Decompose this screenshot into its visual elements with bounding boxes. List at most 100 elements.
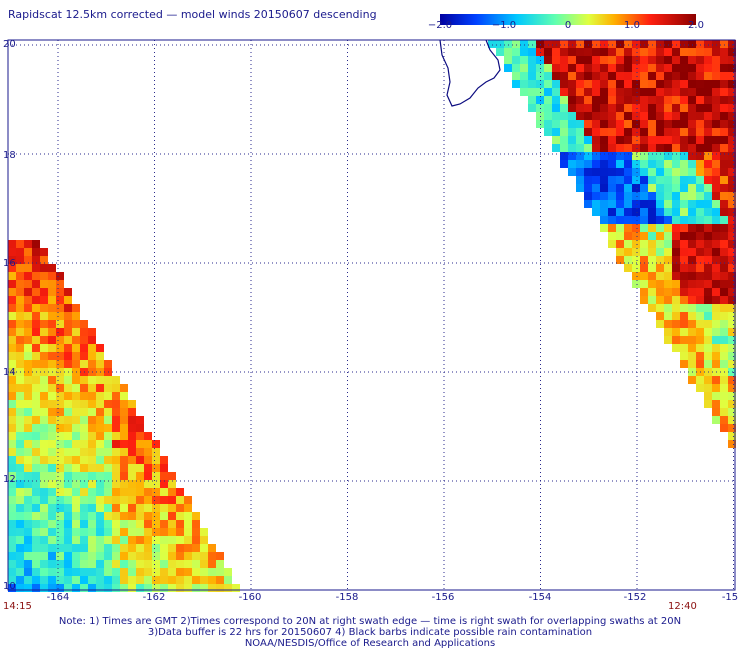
wind-cell-right [720, 400, 728, 408]
wind-cell-right [552, 144, 560, 152]
wind-cell-left [96, 440, 104, 448]
wind-cell-right [704, 200, 712, 208]
wind-cell-right [576, 184, 584, 192]
wind-cell-right [696, 160, 704, 168]
wind-cell-right [712, 232, 720, 240]
wind-cell-right [640, 128, 648, 136]
wind-cell-right [728, 72, 736, 80]
wind-cell-left [96, 544, 104, 552]
wind-cell-left [40, 416, 48, 424]
wind-cell-left [72, 504, 80, 512]
wind-cell-left [72, 312, 80, 320]
wind-cell-right [672, 264, 680, 272]
wind-cell-left [32, 264, 40, 272]
wind-cell-right [696, 104, 704, 112]
wind-cell-right [640, 264, 648, 272]
wind-cell-right [632, 72, 640, 80]
wind-cell-right [712, 112, 720, 120]
wind-cell-left [112, 432, 120, 440]
wind-cell-right [608, 168, 616, 176]
wind-cell-right [528, 40, 536, 48]
wind-cell-right [640, 136, 648, 144]
wind-cell-right [600, 144, 608, 152]
wind-cell-left [72, 448, 80, 456]
wind-cell-left [24, 360, 32, 368]
wind-cell-right [504, 48, 512, 56]
wind-cell-right [600, 80, 608, 88]
wind-cell-left [56, 288, 64, 296]
wind-cell-left [160, 456, 168, 464]
wind-cell-right [704, 144, 712, 152]
wind-cell-right [704, 288, 712, 296]
wind-cell-left [48, 416, 56, 424]
wind-cell-left [32, 288, 40, 296]
wind-cell-left [216, 584, 224, 592]
wind-cell-left [40, 464, 48, 472]
wind-cell-left [32, 432, 40, 440]
wind-cell-left [104, 440, 112, 448]
wind-cell-left [120, 480, 128, 488]
wind-cell-right [728, 240, 736, 248]
wind-cell-right [616, 152, 624, 160]
wind-cell-right [624, 232, 632, 240]
wind-cell-left [40, 344, 48, 352]
wind-cell-right [656, 184, 664, 192]
wind-cell-right [704, 320, 712, 328]
wind-cell-right [584, 152, 592, 160]
wind-cell-left [152, 552, 160, 560]
wind-cell-left [176, 552, 184, 560]
wind-cell-left [80, 352, 88, 360]
wind-cell-left [32, 336, 40, 344]
wind-cell-left [56, 520, 64, 528]
wind-cell-left [152, 472, 160, 480]
wind-cell-left [160, 464, 168, 472]
wind-cell-left [160, 512, 168, 520]
wind-cell-left [88, 360, 96, 368]
wind-cell-left [72, 456, 80, 464]
wind-cell-right [520, 56, 528, 64]
wind-cell-right [640, 120, 648, 128]
wind-cell-right [712, 184, 720, 192]
wind-cell-right [624, 112, 632, 120]
wind-cell-right [688, 312, 696, 320]
wind-cell-left [136, 568, 144, 576]
wind-cell-left [56, 424, 64, 432]
wind-cell-left [16, 408, 24, 416]
wind-cell-left [208, 544, 216, 552]
wind-cell-left [32, 384, 40, 392]
wind-cell-left [80, 400, 88, 408]
wind-cell-left [16, 304, 24, 312]
wind-cell-left [136, 488, 144, 496]
wind-cell-left [32, 472, 40, 480]
wind-cell-right [680, 192, 688, 200]
wind-cell-right [672, 256, 680, 264]
wind-cell-right [728, 360, 736, 368]
wind-cell-right [712, 240, 720, 248]
wind-cell-right [624, 128, 632, 136]
wind-cell-right [696, 312, 704, 320]
wind-cell-right [504, 64, 512, 72]
wind-cell-right [672, 344, 680, 352]
wind-cell-left [136, 440, 144, 448]
wind-cell-right [656, 232, 664, 240]
wind-cell-right [728, 424, 736, 432]
wind-cell-left [104, 488, 112, 496]
wind-cell-right [688, 128, 696, 136]
wind-cell-left [184, 536, 192, 544]
wind-cell-left [8, 336, 16, 344]
wind-cell-right [728, 376, 736, 384]
wind-cell-left [64, 296, 72, 304]
wind-cell-right [616, 184, 624, 192]
wind-cell-right [720, 112, 728, 120]
wind-cell-right [568, 144, 576, 152]
wind-cell-left [24, 408, 32, 416]
wind-cell-left [88, 568, 96, 576]
wind-cell-left [152, 512, 160, 520]
wind-cell-right [696, 272, 704, 280]
wind-cell-right [640, 88, 648, 96]
wind-cell-right [616, 48, 624, 56]
wind-cell-left [144, 472, 152, 480]
wind-cell-left [56, 352, 64, 360]
wind-cell-right [672, 272, 680, 280]
wind-cell-right [712, 96, 720, 104]
